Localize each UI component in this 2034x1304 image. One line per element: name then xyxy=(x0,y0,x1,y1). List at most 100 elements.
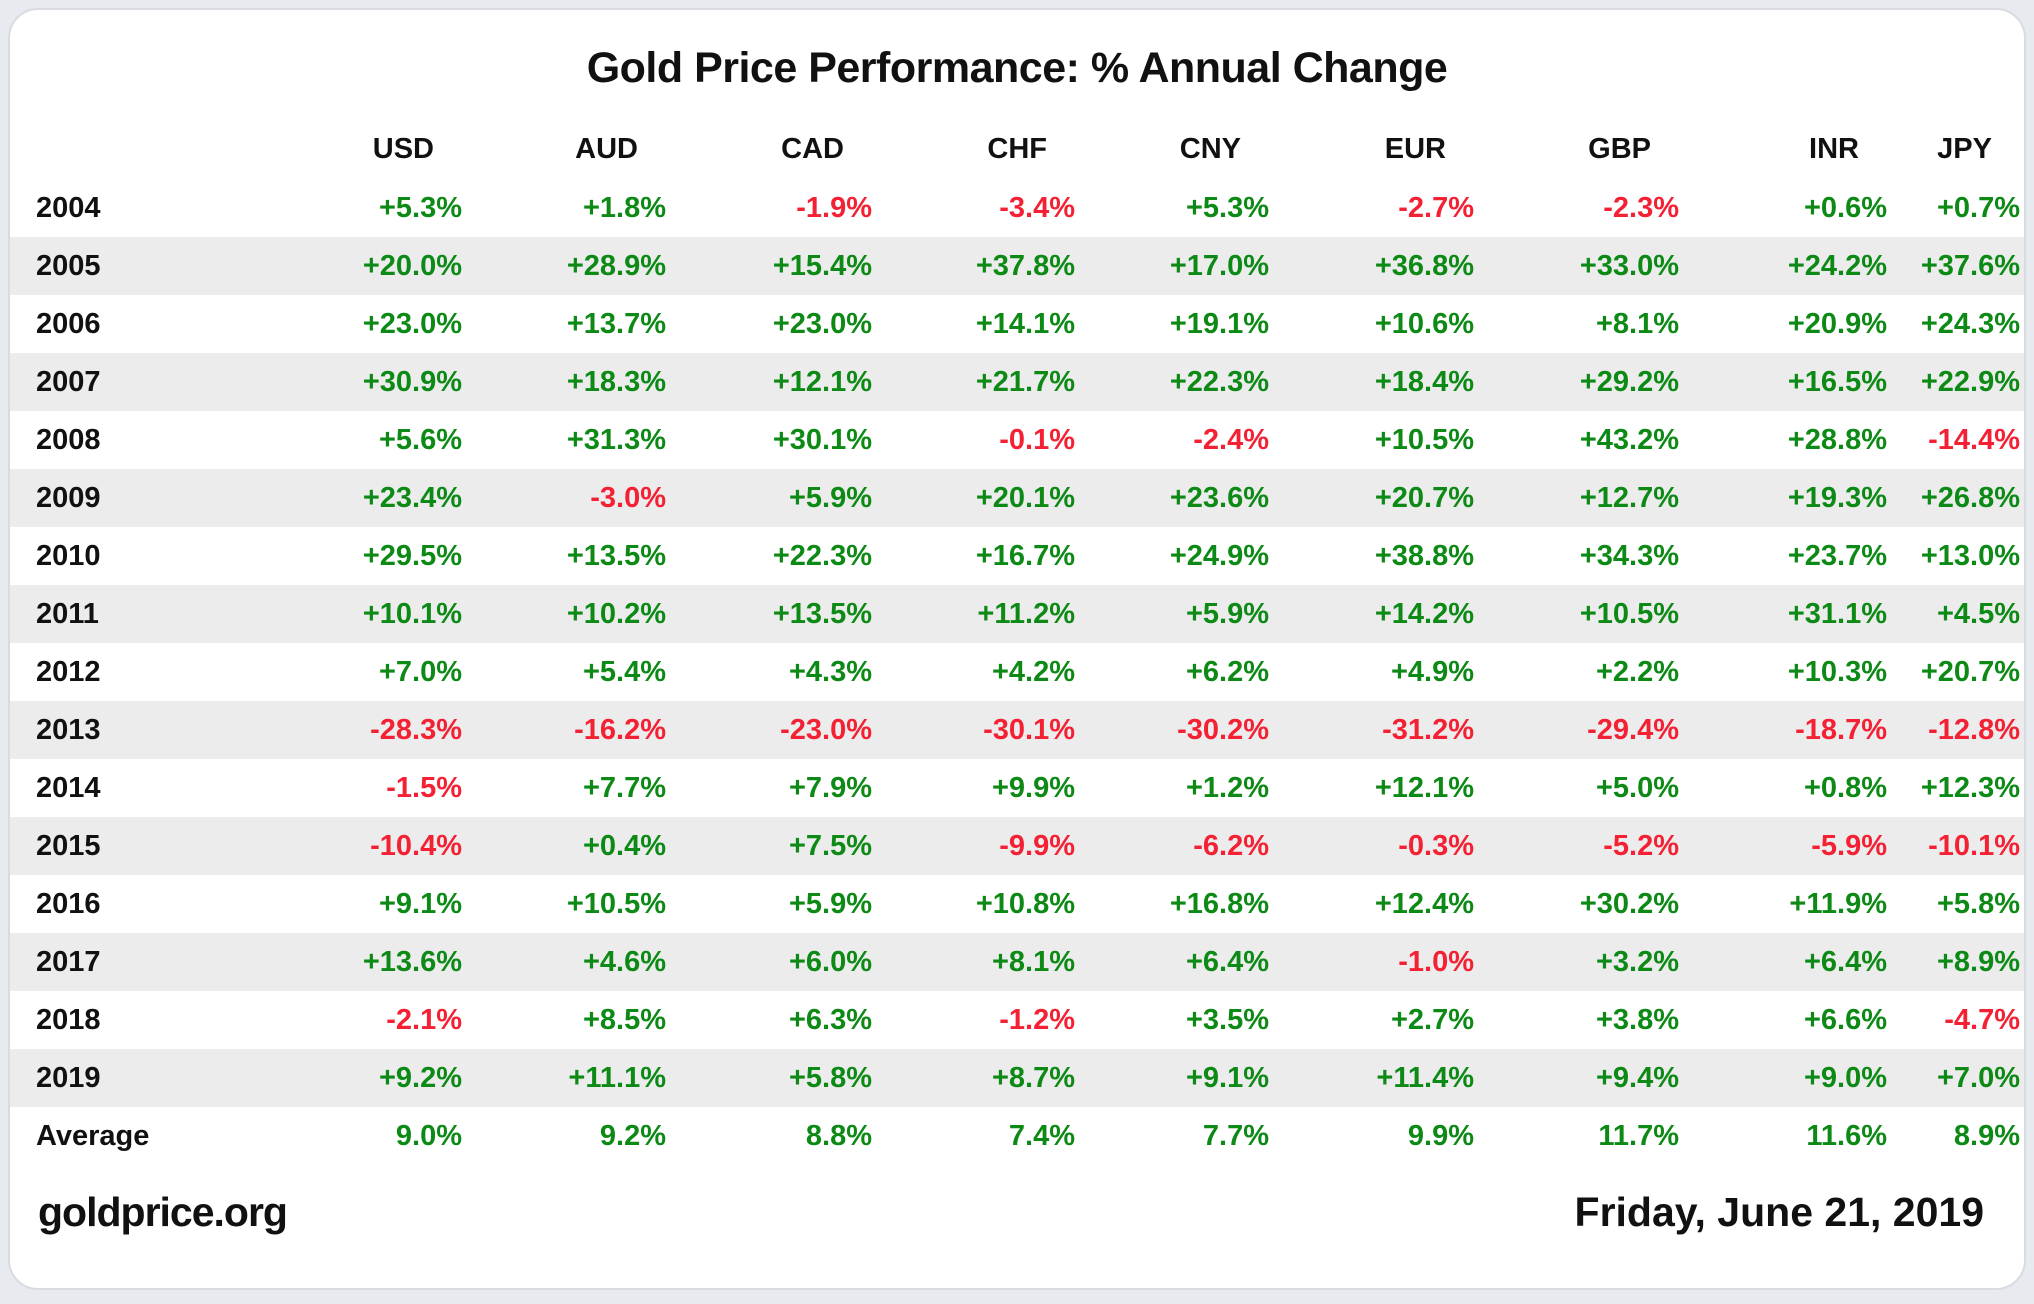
value-cell-jpy-2007: +22.9% xyxy=(1920,365,2020,398)
header-chf: CHF xyxy=(987,132,1047,165)
value-cell-aud-2004: +1.8% xyxy=(582,191,666,224)
value-cell-aud-2014: +7.7% xyxy=(582,771,666,804)
table-row: 2009 +23.4% -3.0% +5.9% +20.1% +23.6% +20.7% +1… xyxy=(10,469,2024,527)
year-label: 2015 xyxy=(36,829,101,862)
value-cell-cny-2006: +19.1% xyxy=(1169,307,1269,340)
value-cell-gbp-2011: +10.5% xyxy=(1579,597,1679,630)
value-cell-inr-2012: +10.3% xyxy=(1787,655,1887,688)
value-cell-cad-2006: +23.0% xyxy=(772,307,872,340)
header-jpy: JPY xyxy=(1937,132,1992,165)
value-cell-aud-2018: +8.5% xyxy=(582,1003,666,1036)
source-link[interactable]: goldprice.org xyxy=(38,1189,288,1235)
value-cell-usd-2011: +10.1% xyxy=(362,597,462,630)
table-row: 2018 -2.1% +8.5% +6.3% -1.2% +3.5% +2.7% +3.8% +… xyxy=(10,991,2024,1049)
value-cell-inr-2011: +31.1% xyxy=(1787,597,1887,630)
gold-performance-card: Gold Price Performance: % Annual Change … xyxy=(8,8,2026,1290)
performance-table: USD AUD CAD CHF CNY EUR GBP INR JPY 2004… xyxy=(10,119,2024,1165)
value-cell-jpy-2005: +37.6% xyxy=(1920,249,2020,282)
value-cell-chf-average: 7.4% xyxy=(1008,1119,1075,1152)
value-cell-usd-2012: +7.0% xyxy=(378,655,462,688)
value-cell-usd-2013: -28.3% xyxy=(370,713,462,746)
header-row: USD AUD CAD CHF CNY EUR GBP INR JPY xyxy=(10,119,2024,179)
value-cell-inr-2007: +16.5% xyxy=(1787,365,1887,398)
value-cell-usd-average: 9.0% xyxy=(395,1119,462,1152)
value-cell-cad-average: 8.8% xyxy=(805,1119,872,1152)
value-cell-cny-2018: +3.5% xyxy=(1185,1003,1269,1036)
value-cell-eur-2012: +4.9% xyxy=(1390,655,1474,688)
value-cell-eur-2018: +2.7% xyxy=(1390,1003,1474,1036)
value-cell-jpy-2018: -4.7% xyxy=(1944,1003,2020,1036)
year-label: 2012 xyxy=(36,655,101,688)
value-cell-cad-2018: +6.3% xyxy=(788,1003,872,1036)
value-cell-cny-average: 7.7% xyxy=(1202,1119,1269,1152)
value-cell-inr-average: 11.6% xyxy=(1806,1119,1887,1152)
value-cell-usd-2005: +20.0% xyxy=(362,249,462,282)
value-cell-gbp-2010: +34.3% xyxy=(1579,539,1679,572)
value-cell-cny-2005: +17.0% xyxy=(1169,249,1269,282)
value-cell-jpy-2016: +5.8% xyxy=(1936,887,2020,920)
header-eur: EUR xyxy=(1384,132,1446,165)
value-cell-usd-2010: +29.5% xyxy=(362,539,462,572)
value-cell-gbp-2012: +2.2% xyxy=(1595,655,1679,688)
table-row: 2014 -1.5% +7.7% +7.9% +9.9% +1.2% +12.1% +5.0%… xyxy=(10,759,2024,817)
value-cell-jpy-2010: +13.0% xyxy=(1920,539,2020,572)
value-cell-jpy-2004: +0.7% xyxy=(1936,191,2020,224)
value-cell-aud-2005: +28.9% xyxy=(566,249,666,282)
year-label: 2016 xyxy=(36,887,101,920)
value-cell-aud-2007: +18.3% xyxy=(566,365,666,398)
value-cell-eur-2010: +38.8% xyxy=(1374,539,1474,572)
value-cell-usd-2019: +9.2% xyxy=(378,1061,462,1094)
year-label: 2018 xyxy=(36,1003,101,1036)
value-cell-cad-2004: -1.9% xyxy=(796,191,872,224)
value-cell-gbp-2019: +9.4% xyxy=(1595,1061,1679,1094)
value-cell-gbp-2009: +12.7% xyxy=(1579,481,1679,514)
value-cell-cny-2004: +5.3% xyxy=(1185,191,1269,224)
value-cell-jpy-2012: +20.7% xyxy=(1920,655,2020,688)
value-cell-eur-2004: -2.7% xyxy=(1398,191,1474,224)
value-cell-jpy-2013: -12.8% xyxy=(1928,713,2020,746)
value-cell-chf-2017: +8.1% xyxy=(991,945,1075,978)
value-cell-aud-2015: +0.4% xyxy=(582,829,666,862)
value-cell-cny-2017: +6.4% xyxy=(1185,945,1269,978)
value-cell-cad-2015: +7.5% xyxy=(788,829,872,862)
value-cell-inr-2013: -18.7% xyxy=(1795,713,1887,746)
value-cell-aud-2019: +11.1% xyxy=(568,1061,666,1094)
value-cell-eur-average: 9.9% xyxy=(1407,1119,1474,1152)
value-cell-jpy-2015: -10.1% xyxy=(1928,829,2020,862)
value-cell-cny-2009: +23.6% xyxy=(1169,481,1269,514)
value-cell-gbp-2017: +3.2% xyxy=(1595,945,1679,978)
value-cell-eur-2009: +20.7% xyxy=(1374,481,1474,514)
header-usd: USD xyxy=(372,132,434,165)
value-cell-inr-2016: +11.9% xyxy=(1789,887,1887,920)
year-label: 2011 xyxy=(36,597,99,630)
value-cell-chf-2005: +37.8% xyxy=(975,249,1075,282)
value-cell-usd-2007: +30.9% xyxy=(362,365,462,398)
value-cell-eur-2014: +12.1% xyxy=(1374,771,1474,804)
value-cell-cad-2012: +4.3% xyxy=(788,655,872,688)
page-title: Gold Price Performance: % Annual Change xyxy=(586,44,1448,92)
header-gbp: GBP xyxy=(1588,132,1651,165)
value-cell-usd-2008: +5.6% xyxy=(378,423,462,456)
value-cell-gbp-2016: +30.2% xyxy=(1579,887,1679,920)
value-cell-chf-2007: +21.7% xyxy=(975,365,1075,398)
header-inr: INR xyxy=(1809,132,1859,165)
value-cell-gbp-2013: -29.4% xyxy=(1587,713,1679,746)
value-cell-cny-2010: +24.9% xyxy=(1169,539,1269,572)
value-cell-inr-2019: +9.0% xyxy=(1803,1061,1887,1094)
value-cell-gbp-2005: +33.0% xyxy=(1579,249,1679,282)
value-cell-cad-2016: +5.9% xyxy=(788,887,872,920)
value-cell-jpy-2008: -14.4% xyxy=(1928,423,2020,456)
value-cell-usd-2017: +13.6% xyxy=(362,945,462,978)
value-cell-chf-2009: +20.1% xyxy=(975,481,1075,514)
value-cell-aud-2012: +5.4% xyxy=(582,655,666,688)
year-label: 2009 xyxy=(36,481,101,514)
table-row: 2004 +5.3% +1.8% -1.9% -3.4% +5.3% -2.7% -2.3% +… xyxy=(10,179,2024,237)
value-cell-aud-2008: +31.3% xyxy=(566,423,666,456)
table-row: 2015 -10.4% +0.4% +7.5% -9.9% -6.2% -0.3% -5.2%… xyxy=(10,817,2024,875)
value-cell-cad-2019: +5.8% xyxy=(788,1061,872,1094)
year-label: 2010 xyxy=(36,539,101,572)
value-cell-gbp-2015: -5.2% xyxy=(1603,829,1679,862)
value-cell-chf-2014: +9.9% xyxy=(991,771,1075,804)
value-cell-eur-2005: +36.8% xyxy=(1374,249,1474,282)
footer-date: Friday, June 21, 2019 xyxy=(1574,1189,1984,1235)
